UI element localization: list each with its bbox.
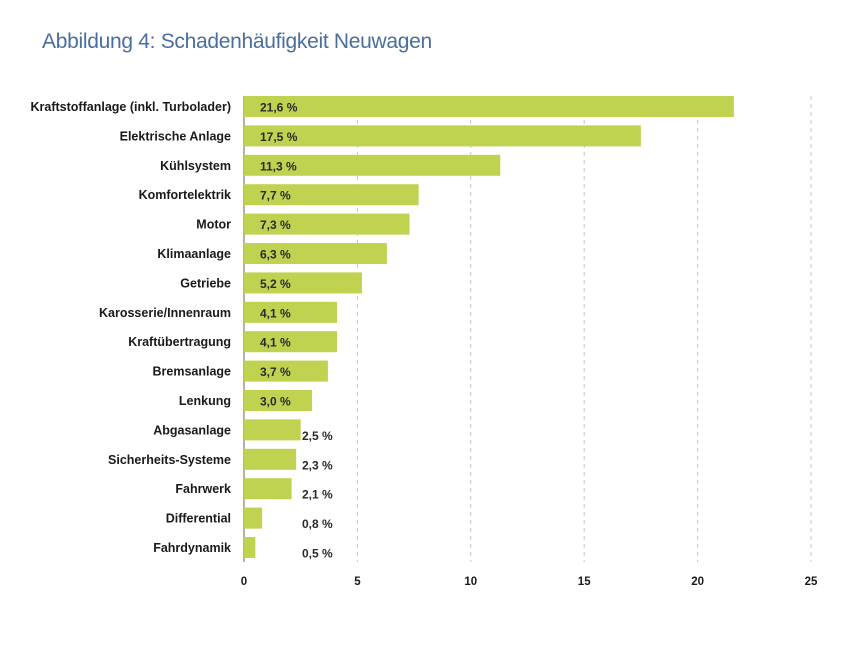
- bar: [244, 243, 387, 264]
- value-labels: 21,6 % 17,5 % 11,3 % 7,7 % 7,3 % 6,3 % 5,2 % 4,…: [260, 101, 333, 561]
- bar: [244, 301, 337, 323]
- x-tick-label: 25: [805, 576, 818, 588]
- bar: [244, 419, 301, 441]
- category-label: Sicherheits-Systeme: [108, 453, 231, 467]
- bar: [244, 272, 362, 294]
- value-label: 11,3 %: [260, 159, 297, 173]
- value-label: 0,5 %: [302, 547, 333, 561]
- value-label: 2,1 %: [302, 488, 333, 502]
- category-label: Motor: [196, 218, 231, 232]
- chart-title: Abbildung 4: Schadenhäufigkeit Neuwagen: [42, 30, 432, 53]
- x-tick-label: 10: [464, 576, 477, 588]
- category-label: Bremsanlage: [152, 365, 231, 379]
- value-label: 2,5 %: [302, 429, 333, 443]
- bar: [244, 448, 297, 470]
- category-label: Komfortelektrik: [139, 188, 231, 202]
- value-label: 6,3 %: [260, 248, 291, 262]
- bar: [244, 154, 501, 176]
- bar: [244, 478, 292, 500]
- bars: [244, 96, 734, 558]
- bar: [244, 96, 734, 117]
- value-label: 5,2 %: [260, 277, 291, 291]
- x-tick-label: 15: [578, 576, 591, 588]
- x-tick-label: 20: [691, 576, 704, 588]
- x-tick-label: 5: [354, 576, 361, 588]
- category-label: Lenkung: [179, 394, 231, 408]
- value-label: 4,1 %: [260, 336, 291, 350]
- category-label: Fahrdynamik: [153, 541, 231, 555]
- value-label: 7,3 %: [260, 218, 291, 232]
- bar: [244, 507, 263, 529]
- value-label: 0,8 %: [302, 517, 333, 531]
- value-label: 17,5 %: [260, 130, 298, 144]
- value-label: 3,7 %: [260, 365, 291, 379]
- category-label: Getriebe: [180, 276, 231, 290]
- category-label: Abgasanlage: [153, 423, 231, 437]
- value-label: 4,1 %: [260, 306, 291, 320]
- category-label: Kraftübertragung: [128, 335, 231, 349]
- bar: [244, 125, 641, 147]
- value-label: 2,3 %: [302, 458, 333, 472]
- value-label: 3,0 %: [260, 395, 291, 409]
- bar: [244, 390, 313, 411]
- bar: [244, 331, 337, 353]
- category-label: Klimaanlage: [157, 247, 231, 261]
- category-label: Differential: [166, 512, 231, 526]
- category-label: Karosserie/Innenraum: [99, 306, 231, 320]
- category-label: Fahrwerk: [175, 482, 231, 496]
- value-label: 21,6 %: [260, 101, 298, 115]
- x-axis-ticks: 0 5 10 15 20 25: [241, 576, 818, 588]
- category-label: Kraftstoffanlage (inkl. Turbolader): [31, 100, 231, 114]
- category-label: Kühlsystem: [160, 159, 231, 173]
- category-labels: Kraftstoffanlage (inkl. Turbolader) Elekt…: [31, 100, 232, 555]
- bar: [244, 360, 328, 382]
- bar: [244, 537, 256, 558]
- category-label: Elektrische Anlage: [120, 129, 231, 143]
- bar: [244, 213, 410, 235]
- value-label: 7,7 %: [260, 189, 291, 203]
- x-tick-label: 0: [241, 576, 247, 588]
- bar: [244, 184, 419, 206]
